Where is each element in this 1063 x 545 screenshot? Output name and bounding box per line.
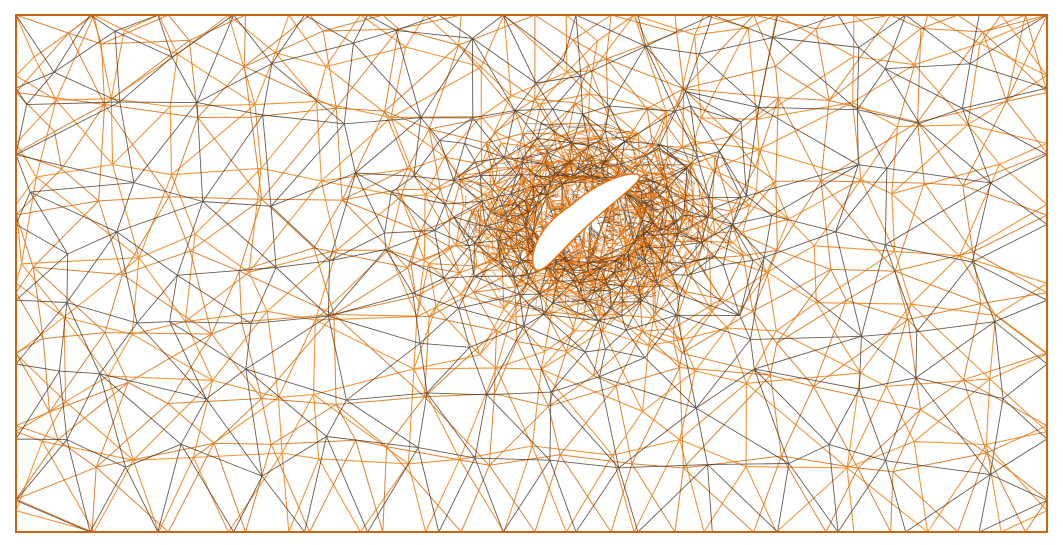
airfoil-shape [531, 173, 641, 272]
domain-border [15, 14, 1048, 533]
